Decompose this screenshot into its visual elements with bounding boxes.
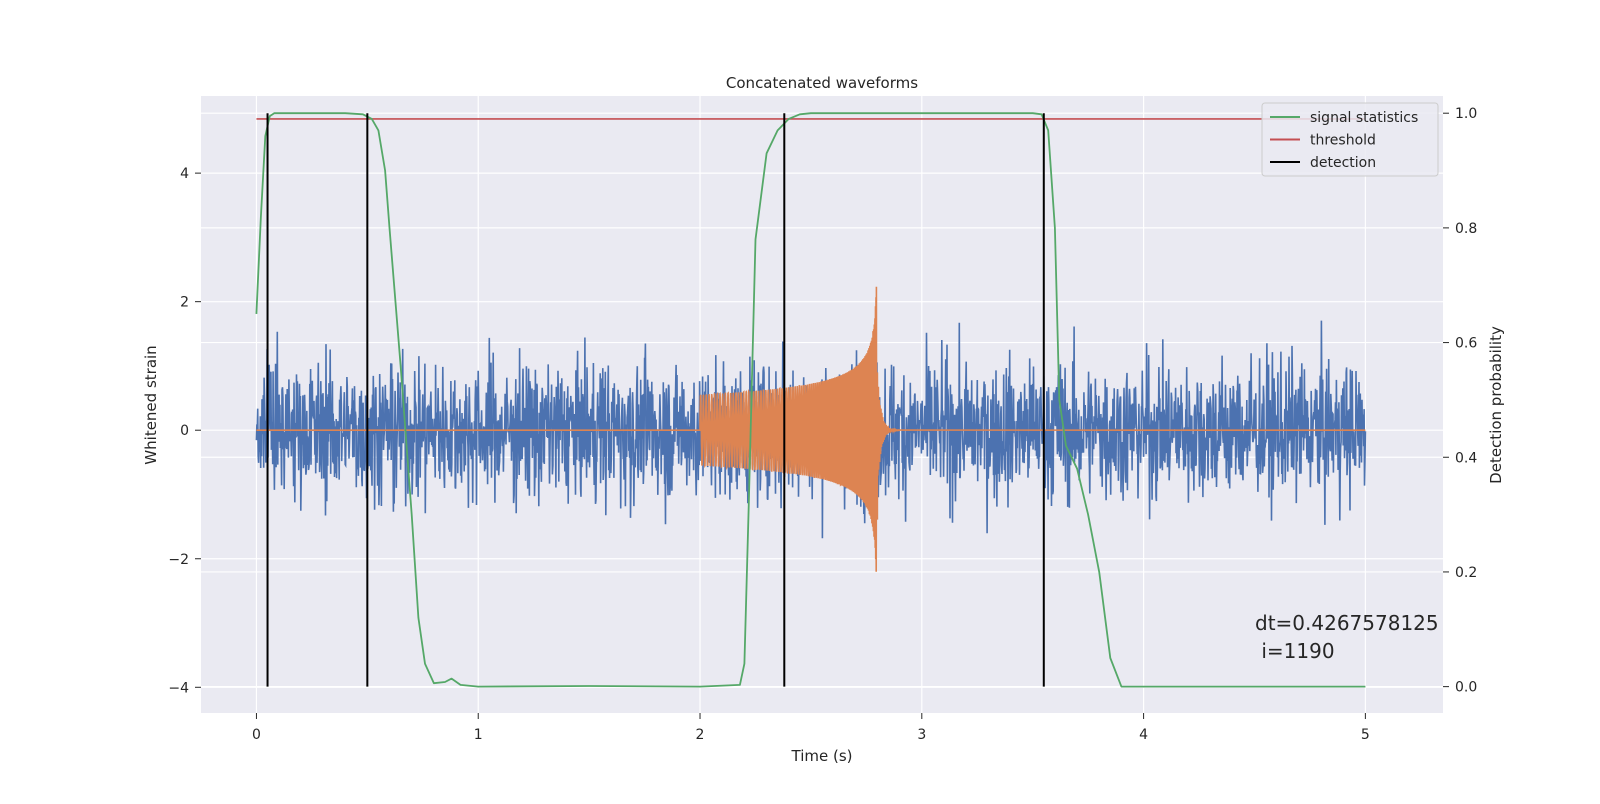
- x-tick-label: 0: [252, 727, 261, 743]
- signal-statistics-line: [255, 112, 1366, 688]
- x-tick-label: 4: [1139, 727, 1148, 743]
- y-tick-label: 2: [180, 295, 189, 311]
- y2-tick-label: 0.6: [1455, 336, 1477, 352]
- y-tick-label: −4: [168, 680, 189, 696]
- y2-tick-label: 0.8: [1455, 221, 1477, 237]
- y-axis-label: Whitened strain: [142, 345, 160, 464]
- x-tick-label: 3: [917, 727, 926, 743]
- series-layer: [255, 112, 1367, 688]
- x-tick-label: 2: [696, 727, 705, 743]
- annotation-i: i=1190: [1255, 639, 1335, 663]
- y2-tick-label: 0.2: [1455, 565, 1477, 581]
- legend: signal statistics threshold detection: [1261, 102, 1439, 177]
- y-tick-label: 0: [180, 423, 189, 439]
- y-tick-label: −2: [168, 552, 189, 568]
- legend-label: threshold: [1310, 133, 1376, 149]
- legend-label: signal statistics: [1310, 110, 1418, 126]
- y2-axis-label: Detection probability: [1487, 326, 1505, 484]
- legend-label: detection: [1310, 155, 1376, 171]
- x-axis-label: Time (s): [791, 747, 853, 765]
- x-tick-label: 1: [474, 727, 483, 743]
- legend-frame: [1261, 102, 1439, 177]
- chirp-series-line: [256, 286, 1366, 572]
- axes-layer: 0 1 2 3 4 5 −4 −2 0 2 4 0.0 0.2 0.4 0.6 0.8 1.0: [168, 106, 1477, 743]
- annotation-dt: dt=0.4267578125: [1255, 611, 1439, 635]
- y2-tick-label: 0.4: [1455, 450, 1477, 466]
- y2-tick-label: 0.0: [1455, 680, 1477, 696]
- y-tick-label: 4: [180, 166, 189, 182]
- y2-tick-label: 1.0: [1455, 106, 1477, 122]
- x-tick-label: 5: [1361, 727, 1370, 743]
- chart-title: Concatenated waveforms: [726, 74, 918, 92]
